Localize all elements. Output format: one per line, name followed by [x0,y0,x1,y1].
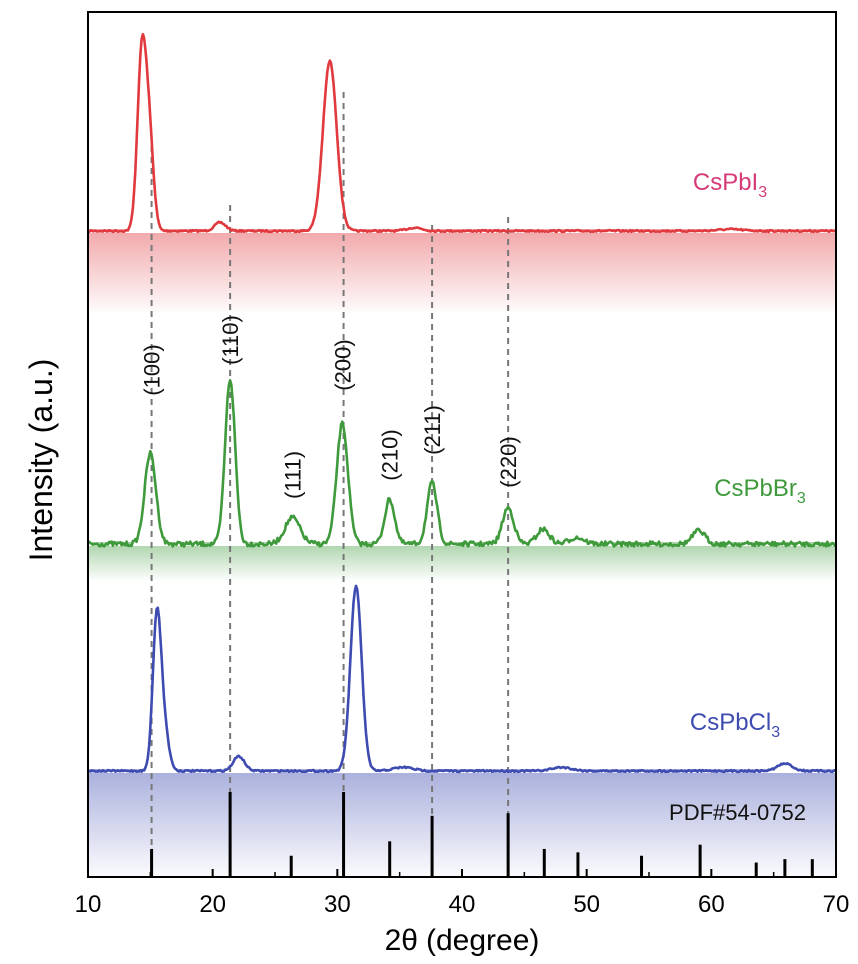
reference-lines [150,792,814,877]
hkl-labels: (100) (110) (111) (200) (210) (211) (220) [140,315,522,499]
x-axis-label: 2θ (degree) [385,924,540,957]
series-name-main: CsPbI [693,169,758,196]
series-name: CsPbBr3 [714,475,806,507]
x-tick-label: 10 [75,891,102,918]
series-name-subscript: 3 [797,490,806,507]
series-lines [86,32,837,774]
series-mask [88,34,836,234]
y-axis-label: Intensity (a.u.) [23,359,59,562]
series-mask [88,585,836,773]
series-fill [88,229,836,312]
hkl-label: (210) [378,429,403,480]
plot-frame [87,11,837,878]
x-tick-label: 70 [823,891,850,918]
series-mask [88,380,836,547]
series-name: CsPbCl3 [690,709,780,741]
hkl-label: (100) [140,344,165,395]
series-fill [88,769,836,877]
hkl-label: (220) [496,436,521,487]
guide-lines [150,92,510,850]
series-fill [88,542,836,580]
x-tick-label: 50 [573,891,600,918]
hkl-label: (111) [280,451,305,499]
series-name-main: CsPbCl [690,709,771,736]
x-tick-label: 30 [324,891,351,918]
x-tick-label: 40 [449,891,476,918]
x-tick-label: 20 [199,891,226,918]
series-line [87,584,837,774]
series-name: CsPbI3 [693,169,767,201]
x-axis-ticks: 10 20 30 40 50 60 70 [75,869,850,918]
hkl-label: (200) [330,339,355,390]
series-name-main: CsPbBr [714,475,797,502]
x-tick-label: 60 [698,891,725,918]
x-axis-label-unit: (degree) [426,924,539,957]
hkl-label: (110) [218,315,243,365]
series-line [87,379,837,548]
hkl-label: (211) [420,405,445,455]
series-name-subscript: 3 [758,184,767,201]
series-line [86,32,837,234]
x-axis-label-symbol: 2θ [385,924,418,957]
reference-label: PDF#54-0752 [669,800,806,825]
series-fills [88,34,836,877]
series-name-subscript: 3 [771,724,780,741]
